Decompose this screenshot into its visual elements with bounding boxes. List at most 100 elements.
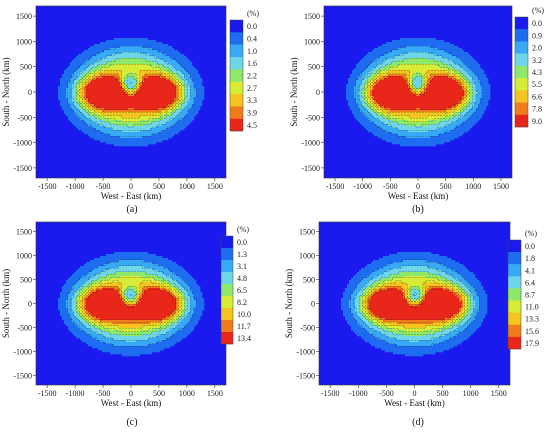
- contour-cell-level-5: [368, 82, 373, 85]
- contour-cell-level-8: [102, 76, 115, 79]
- contour-cell-level-3: [374, 116, 383, 119]
- contour-cell-level-2: [397, 344, 434, 347]
- contour-cell-level-4: [366, 82, 369, 85]
- contour-cell-level-1: [72, 274, 87, 277]
- contour-cell-level-5: [393, 278, 438, 281]
- contour-cell-level-1: [190, 76, 201, 79]
- contour-cell-level-3: [186, 90, 191, 93]
- contour-cell-level-2: [354, 92, 359, 95]
- contour-cell-level-5: [164, 322, 171, 325]
- contour-cell-level-2: [74, 72, 81, 75]
- contour-cell-level-8: [90, 102, 173, 105]
- contour-cell-level-4: [361, 312, 364, 315]
- contour-cell-level-2: [66, 304, 73, 307]
- contour-cell-level-6: [88, 106, 93, 109]
- contour-cell-level-5: [96, 324, 107, 327]
- contour-cell-level-5: [465, 298, 468, 301]
- contour-cell-level-1: [460, 124, 475, 127]
- contour-cell-level-3: [463, 288, 470, 291]
- contour-cell-level-7: [453, 314, 458, 317]
- contour-cell-level-1: [196, 96, 205, 99]
- contour-cell-level-7: [138, 88, 141, 91]
- contour-cell-level-3: [184, 80, 189, 83]
- contour-cell-level-6: [170, 106, 175, 109]
- contour-cell-level-4: [94, 280, 103, 283]
- contour-cell-level-7: [84, 88, 87, 91]
- contour-cell-level-6: [423, 288, 428, 291]
- contour-cell-level-4: [172, 286, 179, 289]
- contour-cell-level-3: [451, 326, 460, 329]
- contour-cell-level-3: [74, 82, 79, 85]
- contour-cell-level-2: [375, 336, 390, 339]
- contour-cell-level-2: [379, 338, 398, 341]
- contour-cell-level-2: [472, 78, 479, 81]
- contour-cell-level-2: [353, 292, 358, 295]
- colorbar-swatch: [508, 300, 521, 313]
- contour-cell-level-1: [86, 262, 111, 265]
- contour-cell-level-2: [356, 84, 361, 87]
- contour-cell-level-3: [112, 128, 151, 131]
- contour-cell-level-1: [381, 348, 450, 351]
- contour-cell-level-8: [379, 316, 452, 319]
- y-tick-label: 1000: [299, 252, 315, 261]
- contour-cell-level-2: [172, 278, 183, 281]
- contour-cell-level-2: [353, 314, 358, 317]
- contour-cell-level-1: [60, 80, 71, 83]
- contour-cell-level-2: [66, 92, 73, 95]
- contour-cell-level-3: [360, 90, 363, 93]
- contour-cell-level-2: [170, 330, 179, 333]
- contour-cell-level-4: [359, 302, 362, 305]
- colorbar-tick-label: 1.8: [525, 254, 535, 263]
- contour-field: [58, 252, 205, 357]
- contour-cell-level-4: [108, 274, 155, 277]
- contour-cell-level-2: [120, 136, 143, 139]
- contour-cell-level-2: [96, 54, 113, 57]
- contour-cell-level-4: [88, 112, 93, 115]
- contour-cell-level-1: [479, 304, 488, 307]
- contour-cell-level-3: [92, 330, 105, 333]
- contour-cell-level-4: [362, 94, 367, 97]
- contour-cell-level-2: [465, 322, 472, 325]
- colorbar-swatch: [515, 41, 528, 54]
- contour-cell-level-3: [74, 312, 79, 315]
- contour-cell-level-1: [466, 120, 479, 123]
- contour-cell-level-5: [138, 78, 141, 81]
- contour-cell-level-4: [392, 120, 409, 123]
- contour-cell-level-1: [58, 94, 67, 97]
- x-tick-label: 1500: [493, 182, 509, 191]
- colorbar-swatch: [221, 272, 233, 285]
- colorbar-swatch: [508, 288, 521, 301]
- contour-cell-level-1: [110, 352, 153, 355]
- contour-cell-level-2: [86, 332, 97, 335]
- contour-cell-level-4: [112, 60, 151, 63]
- contour-cell-level-6: [140, 76, 143, 79]
- contour-cell-level-1: [372, 50, 393, 53]
- contour-cell-level-2: [166, 122, 177, 125]
- colorbar-swatch: [230, 81, 243, 95]
- contour-cell-level-7: [100, 320, 163, 323]
- contour-cell-level-1: [341, 304, 350, 307]
- contour-cell-level-1: [477, 312, 488, 315]
- contour-cell-level-5: [122, 284, 141, 287]
- contour-cell-level-4: [88, 322, 93, 325]
- contour-cell-level-3: [355, 302, 360, 305]
- contour-cell-level-5: [82, 102, 85, 105]
- contour-cell-level-1: [438, 48, 463, 51]
- contour-cell-level-3: [74, 292, 79, 295]
- contour-cell-level-7: [166, 106, 171, 109]
- contour-cell-level-3: [146, 272, 163, 275]
- contour-cell-level-3: [168, 116, 177, 119]
- contour-cell-level-4: [176, 108, 181, 111]
- contour-cell-level-5: [463, 312, 466, 315]
- contour-cell-level-4: [184, 96, 187, 99]
- contour-cell-level-3: [186, 296, 191, 299]
- contour-cell-level-5: [182, 94, 185, 97]
- contour-cell-level-4: [415, 288, 420, 291]
- contour-cell-level-7: [460, 100, 463, 103]
- contour-cell-level-8: [431, 288, 444, 291]
- contour-cell-level-4: [406, 124, 431, 127]
- contour-cell-level-5: [180, 84, 183, 87]
- contour-cell-level-1: [66, 280, 79, 283]
- contour-cell-level-7: [464, 90, 467, 93]
- contour-cell-level-4: [76, 88, 79, 91]
